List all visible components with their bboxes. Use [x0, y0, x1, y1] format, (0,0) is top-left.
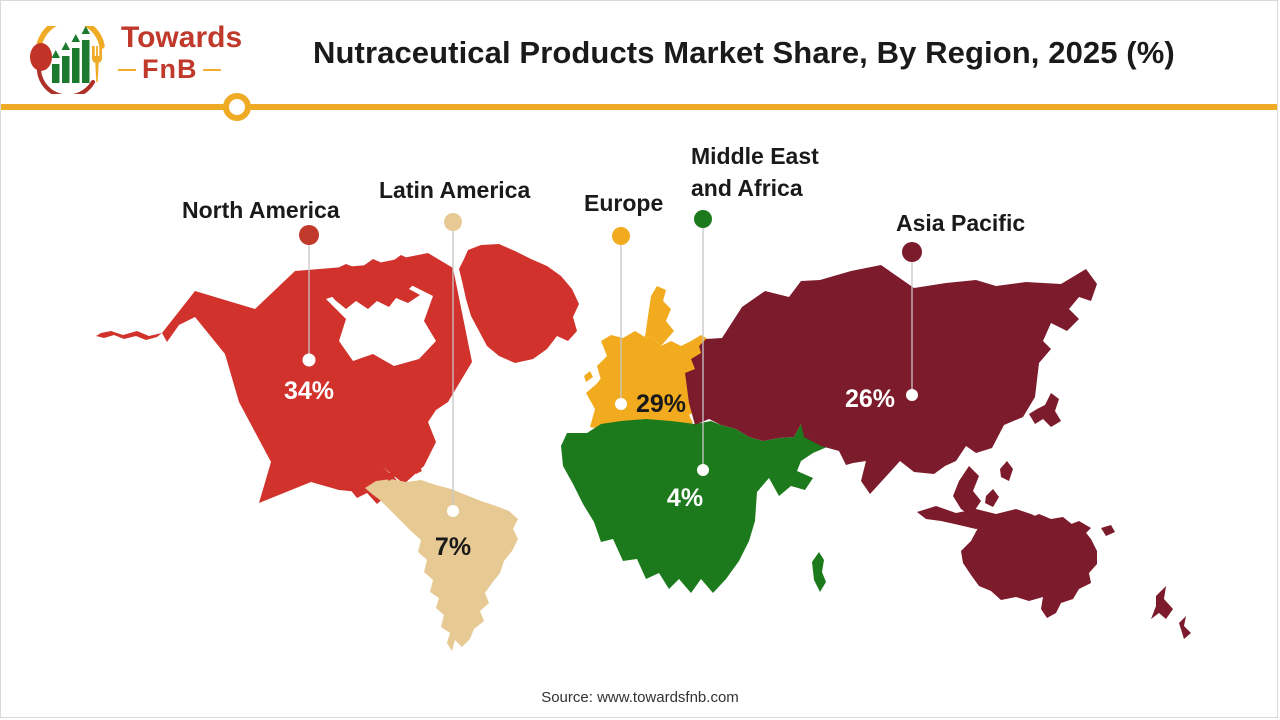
svg-text:Latin America: Latin America	[379, 177, 530, 203]
svg-text:4%: 4%	[667, 484, 703, 512]
svg-text:26%: 26%	[845, 385, 895, 413]
svg-text:29%: 29%	[636, 390, 686, 418]
svg-text:34%: 34%	[284, 377, 334, 405]
svg-text:7%: 7%	[435, 533, 471, 561]
svg-text:Middle East: Middle East	[691, 143, 819, 169]
svg-text:North America: North America	[182, 197, 340, 223]
svg-text:and Africa: and Africa	[691, 175, 803, 201]
svg-text:Europe: Europe	[584, 190, 663, 216]
svg-text:Asia Pacific: Asia Pacific	[896, 210, 1025, 236]
